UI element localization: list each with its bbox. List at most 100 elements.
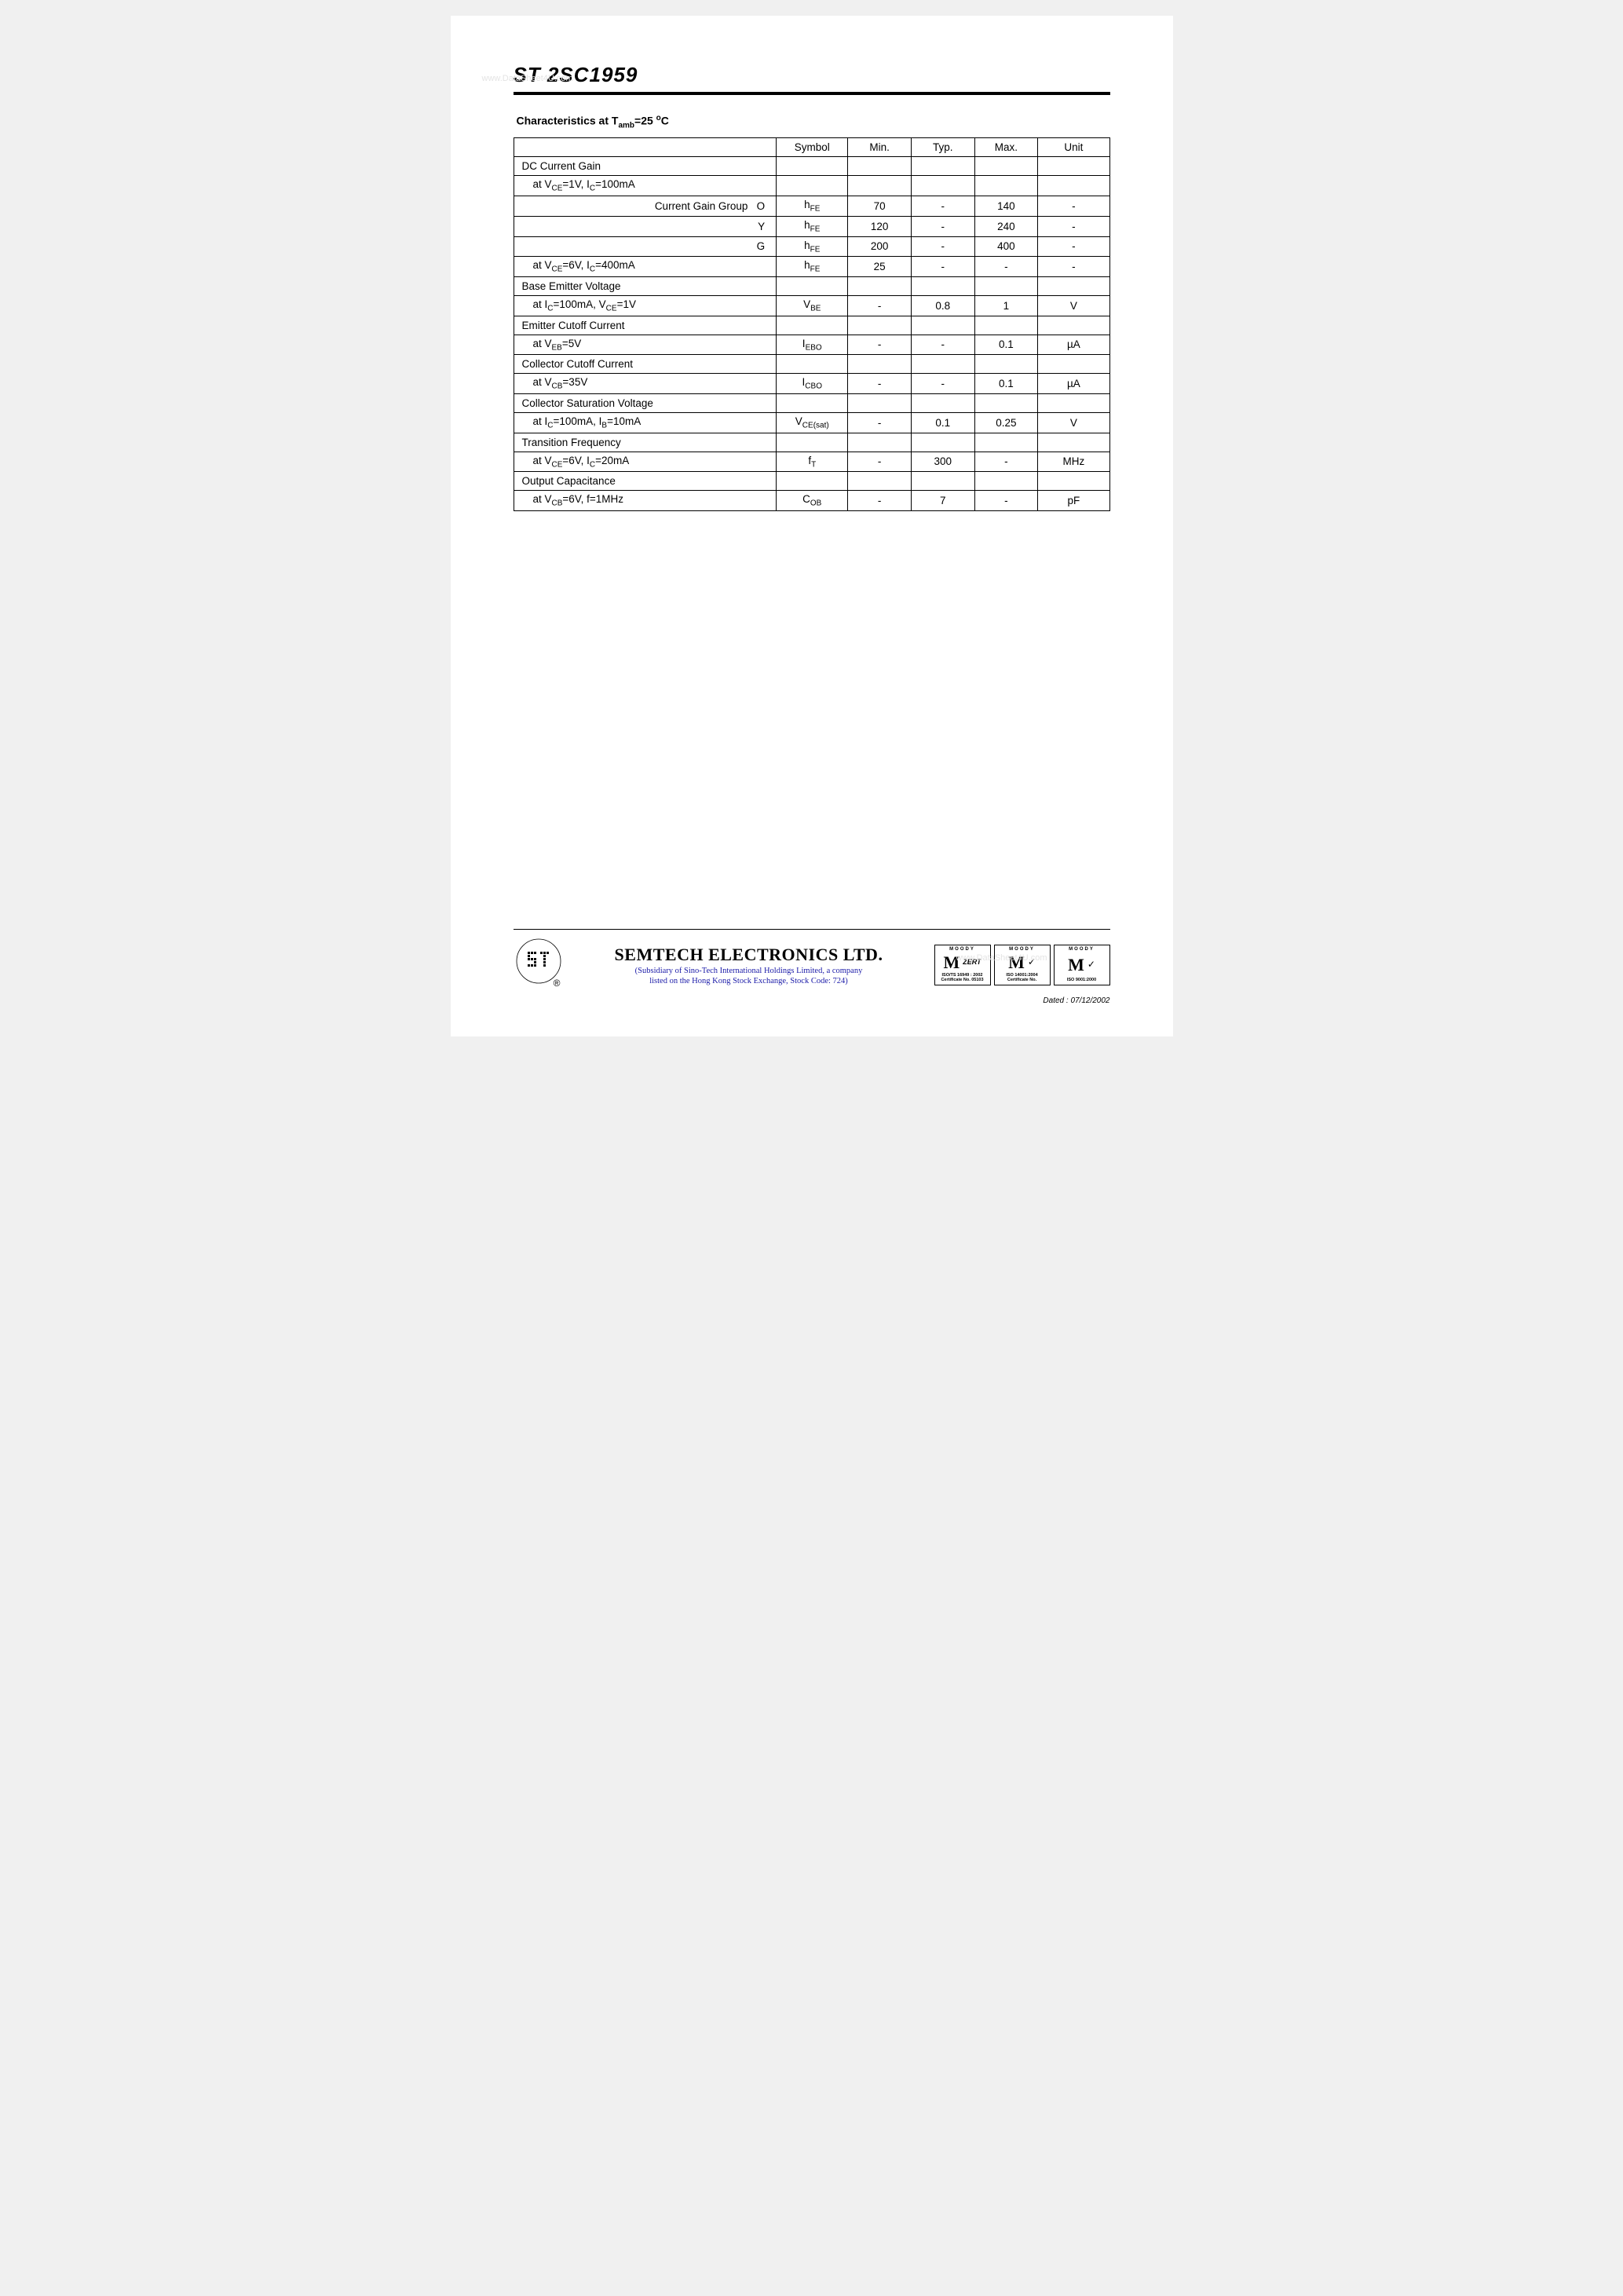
cell-min: - xyxy=(848,491,912,511)
cell-max xyxy=(974,393,1038,412)
page-footer: ® SEMTECH ELECTRONICS LTD. (Subsidiary o… xyxy=(514,929,1110,1005)
table-row: GhFE200-400- xyxy=(514,236,1109,257)
cell-symbol xyxy=(777,157,848,176)
table-row: YhFE120-240- xyxy=(514,216,1109,236)
cell-min: 70 xyxy=(848,196,912,217)
dated-label: Dated : 07/12/2002 xyxy=(514,996,1110,1005)
cell-parameter: Transition Frequency xyxy=(514,433,777,452)
cell-min xyxy=(848,393,912,412)
cell-max: - xyxy=(974,452,1038,472)
cell-typ xyxy=(911,157,974,176)
cell-typ xyxy=(911,393,974,412)
cell-max: 0.1 xyxy=(974,335,1038,355)
cell-max xyxy=(974,316,1038,335)
cell-min xyxy=(848,276,912,295)
cell-parameter: at VCB=35V xyxy=(514,374,777,394)
cell-parameter: Current Gain Group O xyxy=(514,196,777,217)
cell-parameter: at VCE=6V, IC=400mA xyxy=(514,257,777,277)
table-row: DC Current Gain xyxy=(514,157,1109,176)
cell-typ: 7 xyxy=(911,491,974,511)
cell-max: 240 xyxy=(974,216,1038,236)
cell-symbol: ICBO xyxy=(777,374,848,394)
cell-max xyxy=(974,433,1038,452)
section-mid: =25 xyxy=(634,115,656,127)
cert-check-icon: ✓ xyxy=(1087,960,1095,970)
company-sub1: (Subsidiary of Sino-Tech International H… xyxy=(573,967,925,975)
cell-parameter: G xyxy=(514,236,777,257)
cell-unit xyxy=(1038,472,1109,491)
company-name: SEMTECH ELECTRONICS LTD. xyxy=(573,945,925,965)
cell-max xyxy=(974,276,1038,295)
cell-min: - xyxy=(848,412,912,433)
table-row: at IC=100mA, VCE=1VVBE-0.81V xyxy=(514,295,1109,316)
section-post: C xyxy=(661,115,669,127)
cell-unit: V xyxy=(1038,295,1109,316)
watermark-bottom: www.DataSheet4U.com xyxy=(956,953,1047,963)
cell-typ xyxy=(911,176,974,196)
company-block: SEMTECH ELECTRONICS LTD. (Subsidiary of … xyxy=(573,945,925,985)
cell-parameter: at VEB=5V xyxy=(514,335,777,355)
cell-typ: 300 xyxy=(911,452,974,472)
characteristics-table: Symbol Min. Typ. Max. Unit DC Current Ga… xyxy=(514,137,1110,511)
cert-bot: ISO 9001:2000 xyxy=(1056,978,1108,982)
cell-max xyxy=(974,157,1038,176)
cell-min: - xyxy=(848,295,912,316)
cell-symbol: hFE xyxy=(777,257,848,277)
table-body: DC Current Gainat VCE=1V, IC=100mACurren… xyxy=(514,157,1109,511)
table-row: Collector Saturation Voltage xyxy=(514,393,1109,412)
cell-unit: µA xyxy=(1038,335,1109,355)
table-row: at VCE=6V, IC=20mAfT-300-MHz xyxy=(514,452,1109,472)
table-row: at VCE=1V, IC=100mA xyxy=(514,176,1109,196)
cell-symbol: hFE xyxy=(777,196,848,217)
cell-unit: - xyxy=(1038,257,1109,277)
cert-badges: MOODYMZERTISO/TS 16949 : 2002 Certificat… xyxy=(934,945,1110,985)
cell-symbol: VCE(sat) xyxy=(777,412,848,433)
cell-symbol: COB xyxy=(777,491,848,511)
cell-min xyxy=(848,176,912,196)
cell-unit xyxy=(1038,316,1109,335)
table-row: at IC=100mA, IB=10mAVCE(sat)-0.10.25V xyxy=(514,412,1109,433)
cell-min xyxy=(848,316,912,335)
cell-parameter: at VCE=1V, IC=100mA xyxy=(514,176,777,196)
cell-min xyxy=(848,472,912,491)
company-logo: ® xyxy=(514,938,564,992)
cell-unit: MHz xyxy=(1038,452,1109,472)
cell-parameter: Output Capacitance xyxy=(514,472,777,491)
cell-unit: - xyxy=(1038,216,1109,236)
cell-min: 25 xyxy=(848,257,912,277)
cell-typ: 0.1 xyxy=(911,412,974,433)
cell-symbol xyxy=(777,176,848,196)
cell-unit: µA xyxy=(1038,374,1109,394)
cell-symbol: fT xyxy=(777,452,848,472)
logo-svg: ® xyxy=(514,938,564,988)
cell-symbol: hFE xyxy=(777,236,848,257)
cell-max: 1 xyxy=(974,295,1038,316)
cell-typ: - xyxy=(911,216,974,236)
cell-min: - xyxy=(848,452,912,472)
cell-typ xyxy=(911,472,974,491)
cell-symbol xyxy=(777,276,848,295)
datasheet-page: www.DataSheet4U.com ST 2SC1959 Character… xyxy=(451,16,1173,1036)
table-row: Collector Cutoff Current xyxy=(514,355,1109,374)
cell-parameter: Emitter Cutoff Current xyxy=(514,316,777,335)
cell-unit xyxy=(1038,393,1109,412)
cell-min: - xyxy=(848,335,912,355)
cell-typ: - xyxy=(911,335,974,355)
cell-parameter: DC Current Gain xyxy=(514,157,777,176)
cert-top: MOODY xyxy=(1056,947,1108,952)
cell-min xyxy=(848,433,912,452)
table-row: Emitter Cutoff Current xyxy=(514,316,1109,335)
table-row: Output Capacitance xyxy=(514,472,1109,491)
cert-bot: ISO 14001:2004 Certificate No. xyxy=(996,973,1048,982)
cell-typ: 0.8 xyxy=(911,295,974,316)
footer-row: ® SEMTECH ELECTRONICS LTD. (Subsidiary o… xyxy=(514,938,1110,992)
cell-symbol xyxy=(777,393,848,412)
cert-mid: M✓ xyxy=(1056,952,1108,978)
section-title: Characteristics at Tamb=25 oC xyxy=(517,114,1110,130)
table-row: Current Gain Group OhFE70-140- xyxy=(514,196,1109,217)
th-min: Min. xyxy=(848,138,912,157)
cell-parameter: Collector Saturation Voltage xyxy=(514,393,777,412)
cert-badge: MOODYMZERTISO/TS 16949 : 2002 Certificat… xyxy=(934,945,991,985)
cell-parameter: Y xyxy=(514,216,777,236)
footer-rule xyxy=(514,929,1110,930)
